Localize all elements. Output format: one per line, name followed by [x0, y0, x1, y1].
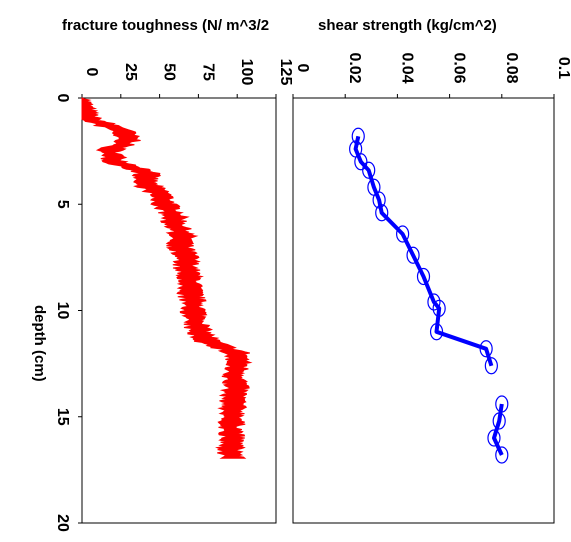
shear-tick-label: 0.08	[503, 52, 520, 83]
shear-strength-point	[351, 127, 365, 145]
depth-tick-label: 5	[54, 200, 71, 209]
shear-strength-point	[416, 267, 431, 286]
depth-tick-label: 15	[54, 408, 71, 426]
shear-strength-point	[375, 204, 389, 222]
shear-strength-point	[427, 293, 441, 311]
shear-tick-label: 0	[294, 64, 311, 73]
shear-strength-line	[353, 135, 494, 367]
shear-strength-point	[495, 446, 509, 464]
shear-strength-point	[495, 395, 509, 413]
fracture-toughness-band	[81, 97, 253, 459]
shear-strength-point	[406, 246, 420, 264]
depth-tick-label: 0	[54, 94, 71, 103]
shear-strength-point	[492, 412, 506, 430]
shear-strength-point	[396, 225, 410, 243]
shear-plot-frame	[292, 97, 555, 524]
depth-tick-label: 20	[54, 514, 71, 532]
shear-strength-point	[362, 161, 376, 179]
shear-strength-point	[432, 299, 446, 317]
fracture-y-axis-label: fracture toughness (N/ m^3/2	[62, 17, 269, 34]
fracture-tick-label: 125	[277, 59, 294, 86]
fracture-tick-label: 0	[83, 68, 100, 77]
shear-y-axis-label: shear strength (kg/cm^2)	[318, 17, 497, 34]
fracture-tick-label: 25	[122, 63, 139, 81]
shear-strength-point	[479, 340, 493, 358]
shear-tick-label: 0.1	[555, 57, 571, 79]
shear-tick-label: 0.04	[398, 52, 415, 83]
shear-strength-line	[492, 403, 504, 456]
depth-axis-label: depth (cm)	[31, 305, 48, 382]
fracture-tick-label: 50	[161, 63, 178, 81]
shear-strength-point	[429, 323, 444, 341]
fracture-tick-label: 75	[199, 63, 216, 81]
shear-tick-label: 0.06	[451, 52, 468, 83]
shear-strength-point	[372, 191, 386, 209]
depth-tick-label: 10	[54, 302, 71, 320]
shear-strength-point	[354, 153, 368, 171]
shear-tick-label: 0.02	[346, 52, 363, 83]
shear-strength-point	[487, 429, 501, 447]
shear-strength-point	[484, 357, 498, 375]
fracture-tick-label: 100	[238, 59, 255, 86]
